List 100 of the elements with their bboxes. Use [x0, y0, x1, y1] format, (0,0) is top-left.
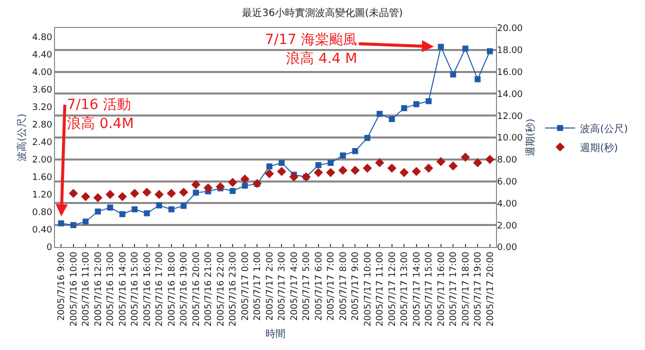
x-tick-label: 2005/7/17 4:00 — [290, 251, 300, 321]
y2-tick-label: 12.00 — [497, 112, 524, 122]
point — [436, 157, 446, 166]
x-tick-label: 2005/7/17 1:00 — [253, 251, 264, 321]
point — [94, 208, 101, 215]
point — [338, 166, 348, 175]
y-tick-label: 4.80 — [32, 32, 52, 43]
y-tick-label: 2.80 — [32, 120, 52, 131]
point — [179, 188, 188, 197]
point — [106, 190, 115, 199]
point — [70, 222, 76, 228]
x-tick-label: 2005/7/16 12:00 — [94, 251, 104, 327]
x-tick-label: 2005/7/16 9:00 — [57, 251, 68, 321]
point — [387, 164, 396, 173]
point — [154, 190, 164, 199]
annotation: 浪高 0.4M — [67, 116, 134, 132]
y-tick-label: 2.40 — [32, 138, 52, 148]
legend-label: 波高(公尺) — [580, 122, 628, 135]
point — [350, 166, 360, 175]
x-tick-label: 2005/7/17 19:00 — [474, 251, 484, 327]
point — [462, 46, 468, 52]
point — [216, 182, 225, 192]
x-tick-label: 2005/7/17 5:00 — [302, 251, 312, 321]
y-tick-label: 0.40 — [32, 226, 52, 236]
x-tick-label: 2005/7/17 8:00 — [338, 251, 349, 321]
chart-title: 最近36小時實測波高變化圖(未品管) — [242, 6, 403, 19]
x-tick-label: 2005/7/16 13:00 — [106, 251, 116, 327]
annotation: 7/16 活動 — [67, 97, 131, 113]
point — [191, 180, 200, 190]
point — [266, 163, 272, 170]
y-tick-label: 2.00 — [32, 156, 52, 166]
point — [375, 158, 384, 168]
x-tick-label: 2005/7/16 16:00 — [142, 251, 153, 327]
point — [168, 206, 174, 212]
x-tick-label: 2005/7/17 11:00 — [376, 251, 386, 327]
y-tick-label: 1.60 — [32, 173, 52, 184]
x-tick-label: 2005/7/16 14:00 — [118, 251, 128, 327]
point — [130, 188, 140, 198]
y-tick-label: 0.80 — [32, 208, 52, 218]
x-tick-label: 2005/7/17 7:00 — [326, 251, 337, 321]
point — [144, 210, 150, 216]
y2-tick-label: 4.00 — [497, 199, 518, 210]
x-tick-label: 2005/7/17 14:00 — [412, 251, 422, 327]
point — [204, 183, 213, 192]
point — [340, 152, 346, 158]
legend-label: 週期(秒) — [580, 142, 618, 154]
point — [486, 48, 493, 54]
y-tick-label: 4.40 — [32, 50, 52, 60]
point — [240, 174, 250, 184]
point — [118, 192, 127, 202]
point — [474, 76, 481, 82]
point — [156, 202, 162, 208]
point — [413, 101, 420, 108]
x-tick-label: 2005/7/17 2:00 — [265, 251, 276, 321]
x-tick-label: 2005/7/16 15:00 — [130, 251, 141, 327]
point — [460, 152, 470, 162]
x-tick-label: 2005/7/16 19:00 — [180, 251, 190, 327]
x-tick-label: 2005/7/17 20:00 — [486, 251, 496, 327]
annotation: 浪高 4.4 M — [286, 51, 358, 67]
y-tick-label: 4.00 — [32, 68, 52, 78]
point — [58, 220, 64, 226]
x-tick-label: 2005/7/16 20:00 — [192, 251, 202, 327]
x-tick-label: 2005/7/17 9:00 — [351, 251, 362, 321]
point — [228, 178, 238, 187]
point — [81, 192, 90, 202]
x-tick-label: 2005/7/16 18:00 — [167, 251, 178, 327]
y-tick-label: 3.20 — [32, 102, 52, 113]
point — [424, 164, 434, 173]
x-tick-label: 2005/7/16 22:00 — [216, 251, 226, 327]
x-tick-label: 2005/7/16 17:00 — [155, 251, 166, 327]
point — [315, 162, 322, 168]
point — [180, 202, 187, 209]
y2-tick-label: 14.00 — [497, 90, 524, 100]
x-tick-label: 2005/7/16 23:00 — [228, 251, 239, 327]
point — [119, 211, 126, 218]
y2-tick-label: 2.00 — [497, 221, 518, 232]
y2-axis-title: 週期(秒) — [524, 118, 537, 156]
point — [142, 188, 152, 197]
y-tick-label: 0 — [46, 243, 52, 254]
x-tick-label: 2005/7/17 3:00 — [278, 251, 288, 321]
point — [412, 166, 421, 176]
annotation: 7/17 海棠颱風 — [265, 32, 357, 48]
y2-tick-label: 8.00 — [497, 156, 518, 166]
point — [166, 188, 176, 198]
point — [326, 168, 336, 178]
point — [485, 154, 494, 164]
x-axis-title: 時間 — [266, 328, 286, 340]
point — [401, 105, 408, 112]
point — [82, 218, 89, 225]
point — [448, 161, 458, 171]
point — [192, 190, 199, 196]
x-tick-label: 2005/7/17 13:00 — [400, 251, 410, 327]
y2-tick-label: 16.00 — [497, 68, 524, 78]
point — [277, 166, 286, 176]
x-tick-label: 2005/7/17 12:00 — [388, 251, 398, 327]
point — [450, 71, 456, 78]
y2-tick-label: 0.00 — [497, 243, 518, 254]
point — [400, 168, 409, 178]
y-axis-title: 波高(公尺) — [16, 114, 28, 162]
y-tick-label: 1.20 — [32, 190, 52, 201]
